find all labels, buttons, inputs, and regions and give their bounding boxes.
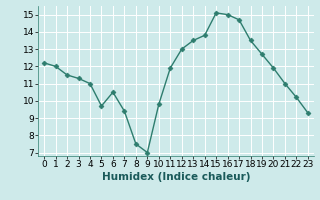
X-axis label: Humidex (Indice chaleur): Humidex (Indice chaleur) <box>102 172 250 182</box>
